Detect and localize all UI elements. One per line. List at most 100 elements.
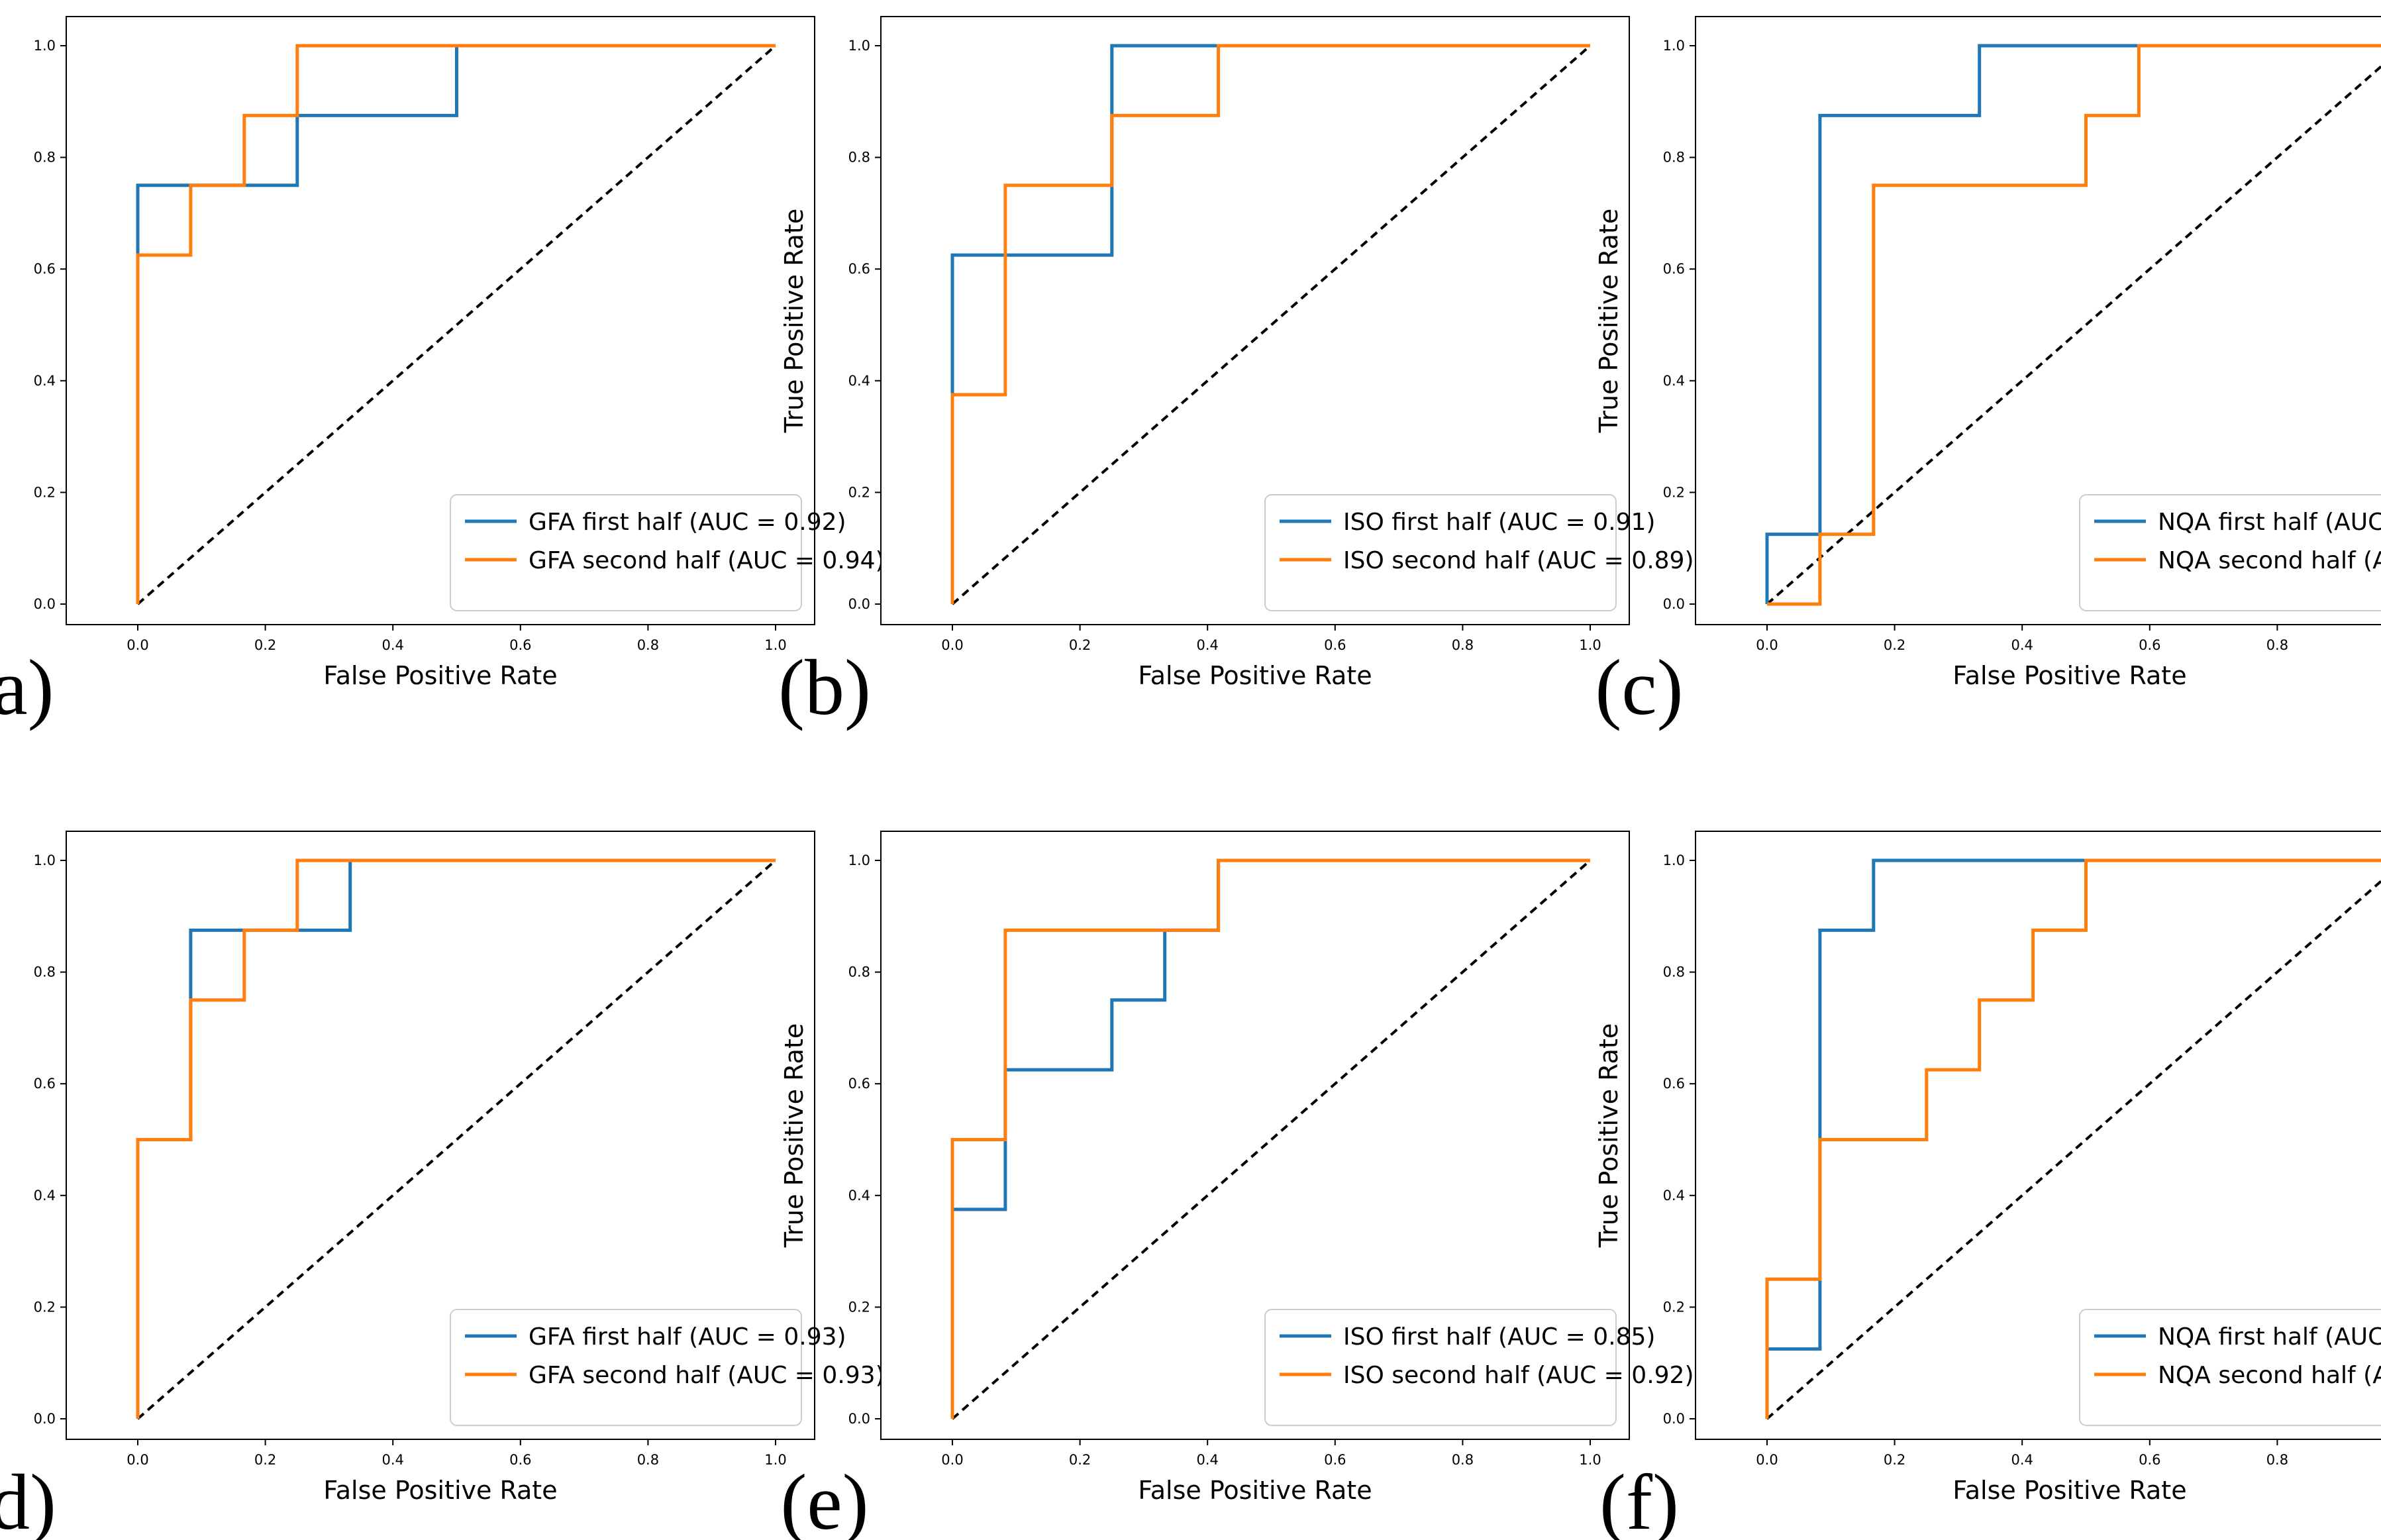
x-tick-label: 0.4: [381, 1452, 403, 1468]
x-tick-label: 0.8: [1452, 1452, 1474, 1468]
x-tick-label: 0.4: [2011, 1452, 2033, 1468]
y-tick-label: 0.0: [34, 596, 56, 612]
x-tick-label: 0.4: [2011, 637, 2033, 653]
legend: NQA first half (AUC = 0.92) NQA second ha…: [2079, 1309, 2381, 1426]
y-tick-label: 0.8: [848, 964, 870, 980]
legend-entry: ISO second half (AUC = 0.92): [1343, 1362, 1694, 1389]
x-tick-label: 0.8: [637, 1452, 659, 1468]
panel-label: (b): [778, 643, 871, 731]
roc-panel-c: 0.00.00.20.20.40.40.60.60.80.81.01.0Fals…: [1594, 16, 2381, 731]
y-tick-label: 1.0: [848, 38, 870, 54]
y-tick-label: 0.6: [34, 261, 56, 277]
x-tick-label: 0.2: [1069, 1452, 1091, 1468]
y-tick-label: 0.4: [34, 373, 56, 389]
y-tick-label: 0.8: [1663, 964, 1685, 980]
legend-box: [450, 494, 802, 611]
roc-curve-second-half: [1767, 44, 2381, 606]
x-tick-label: 0.6: [2139, 637, 2160, 653]
legend-entry: NQA first half (AUC = 0.90): [2158, 509, 2381, 536]
y-tick-label: 0.8: [34, 150, 56, 166]
y-tick-label: 0.0: [848, 596, 870, 612]
y-tick-label: 0.2: [848, 484, 870, 500]
legend: ISO first half (AUC = 0.91) ISO second ha…: [1264, 494, 1694, 611]
x-tick-label: 0.0: [1756, 1452, 1778, 1468]
y-tick-label: 0.0: [34, 1411, 56, 1427]
y-tick-label: 0.0: [848, 1411, 870, 1427]
legend-box: [1264, 1309, 1617, 1426]
legend-entry: NQA second half (AUC = 0.79): [2158, 1362, 2381, 1389]
y-tick-label: 1.0: [848, 852, 870, 868]
legend: NQA first half (AUC = 0.90) NQA second ha…: [2079, 494, 2381, 611]
y-tick-label: 0.6: [34, 1076, 56, 1092]
y-tick-label: 1.0: [34, 38, 56, 54]
x-tick-label: 0.2: [254, 637, 276, 653]
roc-curve-second-half: [950, 858, 1590, 1419]
y-axis-label: True Positive Rate: [780, 209, 809, 434]
roc-curve-second-half: [136, 858, 776, 1419]
x-tick-label: 0.8: [2266, 637, 2288, 653]
y-tick-label: 0.8: [34, 964, 56, 980]
legend-entry: GFA first half (AUC = 0.92): [529, 509, 846, 536]
x-tick-label: 0.8: [2266, 1452, 2288, 1468]
legend-entry: NQA second half (AUC = 0.75): [2158, 547, 2381, 574]
y-tick-label: 0.4: [34, 1188, 56, 1204]
x-tick-label: 0.0: [127, 1452, 148, 1468]
x-axis-label: False Positive Rate: [323, 1476, 557, 1505]
legend-box: [1264, 494, 1617, 611]
y-tick-label: 1.0: [1663, 38, 1685, 54]
x-tick-label: 0.4: [381, 637, 403, 653]
x-tick-label: 0.2: [1069, 637, 1091, 653]
roc-panel-e: 0.0 0.0 0.2 0.2 0.4 0.4 0.6 0.6 0.8 0.8 1.0 1.0 Fals…: [780, 831, 1694, 1540]
x-tick-label: 0.0: [127, 637, 148, 653]
legend-entry: ISO first half (AUC = 0.85): [1343, 1323, 1655, 1351]
x-tick-label: 0.6: [509, 1452, 531, 1468]
x-tick-label: 0.0: [941, 1452, 963, 1468]
chance-diagonal-line: [951, 44, 1592, 605]
y-tick-label: 0.4: [848, 1188, 870, 1204]
roc-curve-second-half: [950, 44, 1590, 604]
x-tick-label: 0.6: [1324, 1452, 1346, 1468]
y-tick-label: 1.0: [1663, 852, 1685, 868]
roc-curve-second-half: [136, 44, 776, 604]
y-tick-label: 0.8: [848, 150, 870, 166]
roc-panel-a: 0.0 0.0 0.2 0.2 0.4 0.4 0.6 0.6 0.8 0.8 1.0 1.0 Fals…: [0, 16, 885, 731]
y-tick-label: 0.0: [1663, 596, 1685, 612]
legend-entry: ISO first half (AUC = 0.91): [1343, 509, 1655, 536]
roc-panel-b: 0.0 0.0 0.2 0.2 0.4 0.4 0.6 0.6 0.8 0.8 1.0 1.0 Fals…: [778, 16, 1694, 731]
roc-curve-first-half: [1765, 44, 2381, 604]
x-axis-label: False Positive Rate: [323, 661, 557, 690]
x-tick-label: 0.4: [1196, 637, 1218, 653]
panel-label: (f): [1599, 1458, 1679, 1540]
x-tick-label: 0.6: [1324, 637, 1346, 653]
y-tick-label: 0.2: [34, 1299, 56, 1315]
chance-diagonal-line: [136, 44, 777, 605]
x-tick-label: 0.8: [637, 637, 659, 653]
panel-label: (a): [0, 643, 54, 731]
y-tick-label: 0.4: [848, 373, 870, 389]
legend-box: [2079, 1309, 2381, 1426]
y-tick-label: 0.6: [848, 261, 870, 277]
x-axis-label: False Positive Rate: [1952, 1476, 2186, 1505]
y-axis-label: True Positive Rate: [1594, 1023, 1623, 1249]
chance-diagonal-line: [951, 859, 1592, 1420]
x-tick-label: 0.8: [1452, 637, 1474, 653]
x-tick-label: 0.0: [941, 637, 963, 653]
legend-entry: GFA first half (AUC = 0.93): [529, 1323, 846, 1351]
x-tick-label: 1.0: [764, 1452, 786, 1468]
legend: GFA first half (AUC = 0.92) GFA second ha…: [450, 494, 885, 611]
y-tick-label: 0.2: [1663, 1299, 1685, 1315]
y-tick-label: 0.0: [1663, 1411, 1685, 1427]
y-tick-label: 0.4: [1663, 1188, 1685, 1204]
y-axis-label: True Positive Rate: [780, 1023, 809, 1249]
roc-curve-first-half: [136, 44, 776, 604]
roc-panel-d: 0.0 0.0 0.2 0.2 0.4 0.4 0.6 0.6 0.8 0.8 1.0 1.0 Fals…: [0, 831, 885, 1540]
roc-curve-second-half: [1765, 858, 2381, 1419]
legend-entry: GFA second half (AUC = 0.93): [529, 1362, 885, 1389]
x-tick-label: 1.0: [1579, 1452, 1601, 1468]
y-tick-label: 0.2: [34, 484, 56, 500]
legend-box: [2079, 494, 2381, 611]
y-tick-label: 0.8: [1663, 150, 1685, 166]
y-tick-label: 1.0: [34, 852, 56, 868]
legend-entry: NQA first half (AUC = 0.92): [2158, 1323, 2381, 1351]
